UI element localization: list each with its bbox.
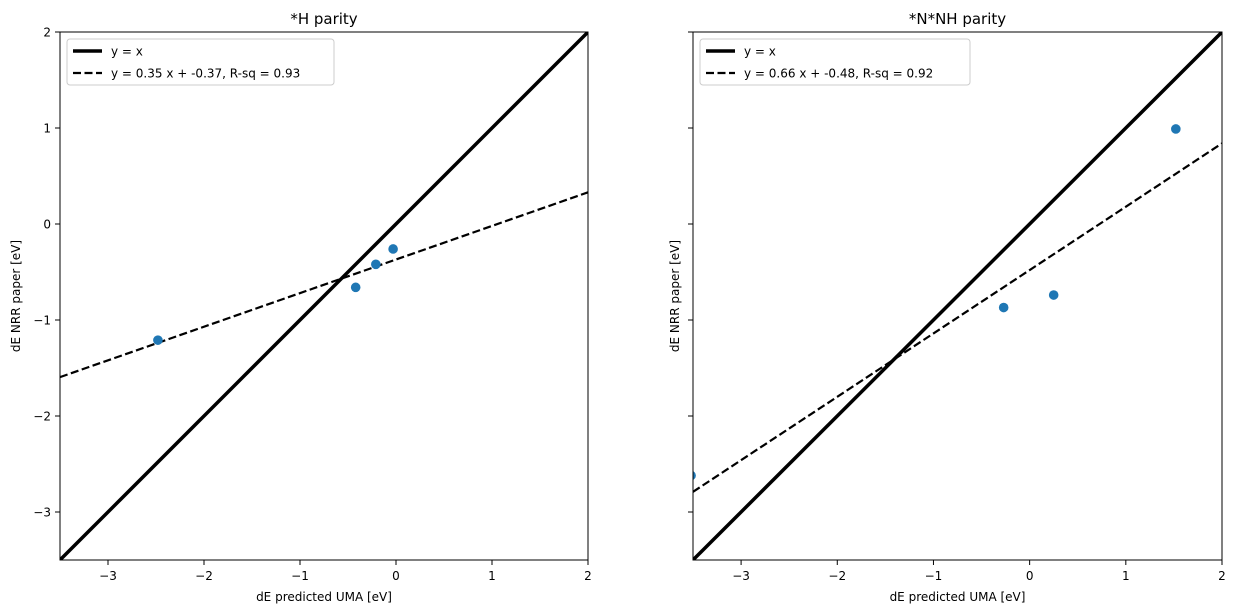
x-tick-label: 0 [392,569,400,583]
y-tick-label: −1 [33,314,51,328]
chart-title: *H parity [290,10,357,28]
legend-label: y = 0.35 x + -0.37, R-sq = 0.93 [111,67,300,81]
x-axis-label: dE predicted UMA [eV] [256,590,392,604]
chart-title: *N*NH parity [909,10,1006,28]
y-tick-label: −3 [33,506,51,520]
y-axis-label: dE NRR paper [eV] [668,240,682,352]
x-tick-label: −3 [732,569,750,583]
x-tick-label: −1 [925,569,943,583]
fit-lines [60,32,588,560]
x-tick-label: −2 [195,569,213,583]
data-point [998,302,1009,313]
data-point [350,282,361,293]
x-tick-label: 2 [1218,569,1226,583]
y-tick-label: −2 [33,410,51,424]
identity-line [693,32,1222,560]
data-point [693,471,696,480]
legend: y = x y = 0.66 x + -0.48, R-sq = 0.92 [699,38,971,86]
legend-label: y = x [111,45,143,59]
x-axis-label: dE predicted UMA [eV] [890,590,1026,604]
regression-line [693,142,1222,493]
axes-frame [59,31,589,561]
data-point [1171,124,1181,134]
y-tick-label: 1 [43,122,51,136]
data-point [388,244,398,254]
chart-panel-h-parity: *H parity −3 −2 −1 0 1 2 −3 −2 −1 0 1 2 dE predicted … [9,10,592,604]
x-tick-label: −3 [99,569,117,583]
data-point [1048,290,1059,300]
fit-lines [693,32,1222,560]
x-tick-label: −2 [828,569,846,583]
legend-label: y = 0.66 x + -0.48, R-sq = 0.92 [744,67,933,81]
x-tick-label: 1 [1122,569,1130,583]
legend-box [66,38,335,86]
regression-line [60,191,588,379]
x-tick-label: 2 [584,569,592,583]
chart-panel-n-nh-parity: *N*NH parity −3 −2 −1 0 1 2 dE predicted UMA [e… [668,10,1226,604]
data-point [371,259,381,270]
x-tick-label: 0 [1026,569,1034,583]
y-axis-label: dE NRR paper [eV] [9,240,23,352]
legend: y = x y = 0.35 x + -0.37, R-sq = 0.93 [66,38,335,86]
legend-label: y = x [744,45,776,59]
data-points [693,124,1181,480]
data-point [153,335,163,345]
x-tick-label: −1 [291,569,309,583]
axes-frame [692,31,1223,561]
identity-line [60,32,588,560]
x-tick-label: 1 [488,569,496,583]
data-points [153,244,398,345]
y-tick-label: 0 [43,218,51,232]
legend-box [699,38,971,86]
y-tick-label: 2 [43,26,51,40]
